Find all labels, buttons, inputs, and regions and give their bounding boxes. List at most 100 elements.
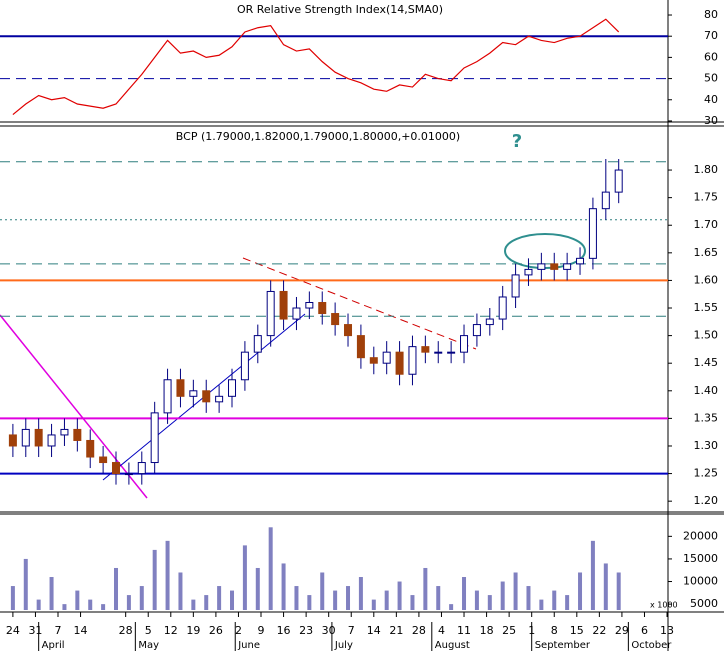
y-tick-label: 1.60 xyxy=(694,273,719,286)
x-tick-label: 25 xyxy=(502,624,516,637)
month-label: September xyxy=(535,640,591,651)
y-tick-label: 1.70 xyxy=(694,218,719,231)
candle-body xyxy=(253,335,262,353)
volume-bar xyxy=(126,595,131,610)
x-tick-label: 9 xyxy=(258,624,265,637)
candle-body xyxy=(485,318,494,326)
volume-bar xyxy=(616,572,621,610)
volume-bar xyxy=(62,604,67,610)
y-tick-label: 1.75 xyxy=(694,191,719,204)
candle-body xyxy=(511,274,520,298)
x-tick-label: 24 xyxy=(6,624,20,637)
month-label: August xyxy=(435,640,470,651)
x-tick-label: 21 xyxy=(389,624,403,637)
candle-body xyxy=(73,428,82,441)
x-tick-label: 14 xyxy=(74,624,88,637)
volume-bar xyxy=(526,586,531,610)
volume-bar xyxy=(165,540,170,610)
candle-body xyxy=(60,428,69,436)
volume-bar xyxy=(101,604,106,610)
volume-bar xyxy=(462,577,467,610)
candle-body xyxy=(576,257,585,265)
x-tick-label: 11 xyxy=(457,624,471,637)
candle-body xyxy=(99,456,108,464)
y-tick-label: 1.20 xyxy=(694,494,719,507)
x-tick-label: 7 xyxy=(348,624,355,637)
y-tick-label: 1.65 xyxy=(694,246,719,259)
x-tick-label: 14 xyxy=(367,624,381,637)
volume-bar xyxy=(565,595,570,610)
candle-body xyxy=(279,290,288,320)
volume-bar xyxy=(423,567,428,610)
month-label: July xyxy=(334,640,353,651)
y-tick-label: 1.50 xyxy=(694,329,719,342)
rsi-line xyxy=(12,18,620,116)
x-tick-label: 18 xyxy=(480,624,494,637)
candle-body xyxy=(202,390,211,403)
y-tick-label: 1.35 xyxy=(694,411,719,424)
candle-body xyxy=(421,346,430,353)
volume-bar xyxy=(294,586,299,610)
month-label: May xyxy=(138,640,159,651)
candle-body xyxy=(21,428,30,447)
candle-body xyxy=(318,301,327,315)
x-tick-label: 26 xyxy=(209,624,223,637)
volume-bar xyxy=(539,599,544,610)
x-tick-label: 12 xyxy=(164,624,178,637)
trend-line xyxy=(0,314,148,499)
x-tick-label: 6 xyxy=(641,624,648,637)
volume-bar xyxy=(242,545,247,610)
y-tick-label: 15000 xyxy=(683,552,718,565)
candle-body xyxy=(498,296,507,320)
volume-bar xyxy=(75,590,80,610)
candle-body xyxy=(240,351,249,381)
volume-bar xyxy=(204,595,209,610)
x-tick-label: 28 xyxy=(119,624,133,637)
volume-bar xyxy=(578,572,583,610)
trend-line xyxy=(242,257,477,350)
candle-body xyxy=(369,357,378,364)
x-tick-label: 30 xyxy=(322,624,336,637)
x-tick-label: 29 xyxy=(615,624,629,637)
volume-bar xyxy=(384,590,389,610)
candle-body xyxy=(331,313,340,326)
candle-body xyxy=(537,263,546,270)
candle-body xyxy=(395,351,404,375)
volume-bar xyxy=(449,604,454,610)
volume-bar xyxy=(513,572,518,610)
y-tick-label: 1.25 xyxy=(694,467,719,480)
candle-body xyxy=(34,428,43,447)
y-tick-label: 50 xyxy=(704,72,718,85)
x-tick-label: 5 xyxy=(145,624,152,637)
volume-bar xyxy=(346,586,351,610)
x-tick-label: 28 xyxy=(412,624,426,637)
candle-body xyxy=(563,263,572,270)
candle-body xyxy=(86,439,95,458)
candle-body xyxy=(137,462,146,475)
candle-body xyxy=(434,351,443,354)
candle-body xyxy=(124,473,133,476)
candle-body xyxy=(524,268,533,276)
volume-bar xyxy=(268,527,273,610)
candle-body xyxy=(305,301,314,309)
y-tick-label: 60 xyxy=(704,50,718,63)
candle-body xyxy=(601,191,610,210)
volume-bar xyxy=(152,549,157,610)
candle-body xyxy=(344,324,353,337)
volume-bar xyxy=(139,586,144,610)
y-tick-label: 5000 xyxy=(690,597,718,610)
candle-body xyxy=(112,462,121,475)
candle-body xyxy=(150,412,159,464)
candle-body xyxy=(266,290,275,337)
candle-body xyxy=(228,379,237,397)
y-tick-label: 1.80 xyxy=(694,163,719,176)
x-tick-label: 7 xyxy=(55,624,62,637)
volume-bar xyxy=(23,558,28,610)
chart-title: OR Relative Strength Index(14,SMA0) xyxy=(237,3,443,16)
annotation: ? xyxy=(512,131,522,152)
month-label: June xyxy=(237,640,260,651)
volume-bar xyxy=(333,590,338,610)
